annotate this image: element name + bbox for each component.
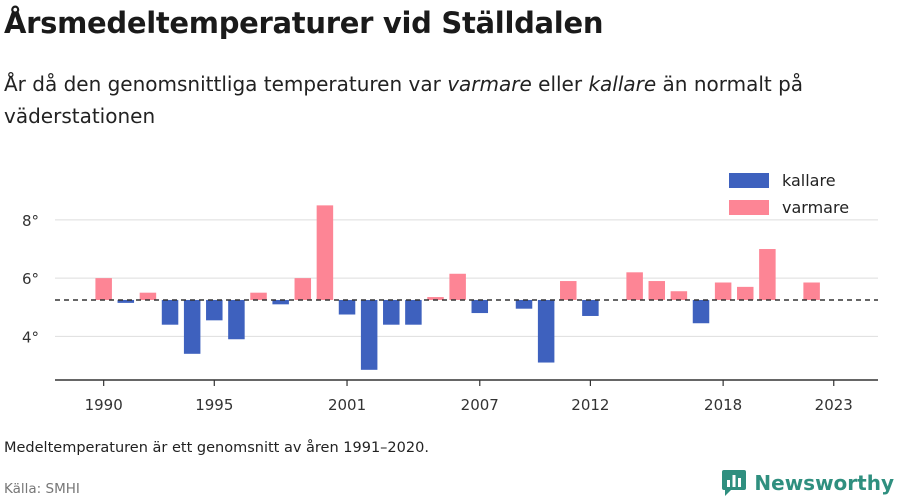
bar-colder xyxy=(183,299,201,354)
chart-subtitle: År då den genomsnittliga temperaturen va… xyxy=(4,68,884,132)
subtitle-warm-word: varmare xyxy=(447,72,532,96)
bar-warmer xyxy=(294,278,312,300)
legend-label-cold: kallare xyxy=(782,171,836,190)
x-tick-label: 2023 xyxy=(815,396,853,414)
bar-colder xyxy=(360,299,378,370)
bar-colder xyxy=(692,299,710,324)
legend-swatch-cold xyxy=(729,173,769,188)
bar-warmer xyxy=(560,281,577,300)
bar-warmer xyxy=(250,292,267,300)
x-tick-label: 2018 xyxy=(704,396,742,414)
x-tick-label: 1990 xyxy=(85,396,123,414)
bar-warmer xyxy=(427,297,444,300)
bar-warmer xyxy=(626,272,643,300)
chart-title: Årsmedeltemperaturer vid Ställdalen xyxy=(4,6,604,40)
subtitle-text-start: År då den genomsnittliga temperaturen va… xyxy=(4,72,448,96)
bar-warmer xyxy=(714,282,732,300)
subtitle-cold-word: kallare xyxy=(588,72,657,96)
bar-colder xyxy=(471,299,489,314)
x-tick-label: 2012 xyxy=(571,396,609,414)
bar-colder xyxy=(515,299,533,309)
bar-warmer xyxy=(759,249,776,300)
bar-warmer xyxy=(95,278,112,300)
bar-colder xyxy=(161,299,179,325)
bar-colder xyxy=(537,299,555,363)
x-tick-label: 2007 xyxy=(461,396,499,414)
x-tick-label: 1995 xyxy=(195,396,233,414)
subtitle-text-middle: eller xyxy=(531,72,589,96)
footnote: Medeltemperaturen är ett genomsnitt av å… xyxy=(4,440,429,456)
bar-warmer xyxy=(139,292,157,300)
y-tick-label: 6° xyxy=(22,270,39,288)
bar-colder xyxy=(582,299,599,316)
legend: kallare varmare xyxy=(729,171,849,217)
brand-name: Newsworthy xyxy=(754,471,894,495)
legend-label-warm: varmare xyxy=(782,198,849,217)
bar-warmer xyxy=(803,282,820,300)
y-tick-label: 8° xyxy=(22,212,39,230)
brand-logo: Newsworthy xyxy=(722,470,894,496)
bar-warmer xyxy=(449,273,466,300)
bar-colder xyxy=(228,299,245,340)
bar-warmer xyxy=(737,286,754,300)
bar-warmer xyxy=(670,291,688,300)
bar-colder xyxy=(338,299,356,315)
subtitle-text-end: än normalt på väderstationen xyxy=(4,72,804,128)
bar-colder xyxy=(405,299,422,325)
bar-colder xyxy=(117,299,135,303)
bars xyxy=(95,205,820,370)
x-axis: 1990 1995 2001 2007 2012 2018 2023 xyxy=(55,379,878,414)
legend-swatch-warm xyxy=(729,200,769,215)
bar-colder xyxy=(383,299,400,325)
newsworthy-logo-icon xyxy=(722,470,747,496)
bar-warmer xyxy=(648,281,666,300)
bar-warmer xyxy=(316,205,334,300)
bar-colder xyxy=(272,299,289,305)
gridlines: 4° 6° 8° xyxy=(22,212,878,346)
y-tick-label: 4° xyxy=(22,328,39,346)
source-credit: Källa: SMHI xyxy=(4,481,80,497)
bar-chart: 4° 6° 8° 1990 1995 2001 2007 2012 2018 2023 kall… xyxy=(22,171,878,414)
bar-colder xyxy=(206,299,223,321)
x-tick-label: 2001 xyxy=(328,396,366,414)
